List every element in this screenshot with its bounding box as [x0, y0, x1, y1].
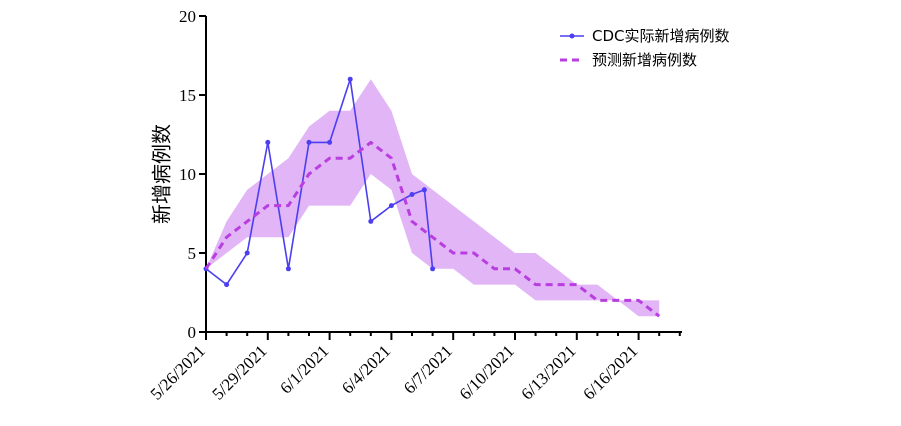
y-axis-label: 新增病例数	[150, 124, 174, 224]
y-tick-label: 15	[179, 86, 196, 105]
x-tick-label: 6/4/2021	[338, 341, 394, 397]
x-tick-label: 6/7/2021	[400, 341, 456, 397]
y-ticks: 0 5 10 15 20	[179, 7, 206, 342]
y-tick-label: 0	[188, 323, 197, 342]
x-ticks: 5/26/2021 5/29/2021 6/1/2021 6/4/2021 6/7/20…	[147, 332, 681, 404]
x-tick-label: 5/29/2021	[208, 341, 270, 403]
x-tick-label: 6/13/2021	[517, 341, 579, 403]
x-tick-label: 6/10/2021	[456, 341, 518, 403]
series-point	[409, 192, 415, 198]
x-tick-label: 5/26/2021	[147, 341, 209, 403]
legend-marker-actual	[569, 33, 575, 39]
series-point	[327, 139, 333, 145]
series-layer	[203, 76, 661, 318]
x-tick-label: 6/16/2021	[579, 341, 641, 403]
series-point	[421, 187, 427, 193]
legend-label-actual: CDC实际新增病例数	[592, 27, 730, 45]
series-line-1	[204, 140, 661, 318]
series-point	[368, 218, 374, 224]
y-tick-label: 20	[179, 7, 196, 26]
series-point	[244, 250, 250, 256]
y-tick-label: 10	[179, 165, 196, 184]
prediction-interval-band	[206, 79, 660, 317]
series-point	[285, 266, 291, 272]
y-tick-label: 5	[188, 244, 197, 263]
legend: CDC实际新增病例数 预测新增病例数	[560, 27, 730, 69]
series-point	[347, 76, 353, 82]
prediction-band-layer	[206, 79, 660, 317]
legend-item-predicted: 预测新增病例数	[560, 51, 697, 69]
series-point	[265, 139, 271, 145]
legend-label-predicted: 预测新增病例数	[592, 51, 697, 69]
x-tick-label: 6/1/2021	[276, 341, 332, 397]
series-point	[388, 203, 394, 209]
legend-item-actual: CDC实际新增病例数	[560, 27, 730, 45]
series-point	[430, 266, 436, 272]
series-point	[224, 282, 230, 288]
series-point	[306, 139, 312, 145]
